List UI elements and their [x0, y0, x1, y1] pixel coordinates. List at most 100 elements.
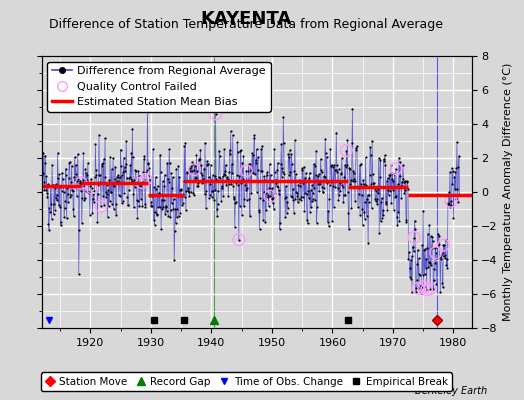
Point: [113, 174, 122, 180]
Point: [135, 203, 144, 210]
Point: [91, 174, 99, 181]
Point: [214, 188, 222, 194]
Point: [87, 179, 95, 186]
Point: [90, 188, 99, 194]
Point: [177, 186, 185, 193]
Point: [454, 199, 462, 205]
Point: [200, 191, 209, 197]
Point: [418, 284, 426, 290]
Point: [356, 160, 365, 167]
Point: [234, 182, 243, 188]
Point: [132, 178, 140, 185]
Point: [97, 163, 106, 170]
Point: [140, 156, 148, 162]
Point: [379, 156, 388, 162]
Point: [230, 194, 238, 200]
Point: [318, 184, 326, 190]
Point: [331, 183, 340, 190]
Point: [196, 146, 205, 153]
Point: [77, 188, 85, 194]
Point: [268, 184, 276, 191]
Point: [205, 195, 213, 201]
Point: [96, 172, 104, 179]
Point: [64, 174, 73, 181]
Point: [291, 196, 300, 202]
Point: [227, 181, 235, 187]
Point: [93, 218, 102, 225]
Point: [211, 187, 220, 193]
Point: [64, 198, 72, 205]
Point: [350, 168, 358, 174]
Point: [133, 214, 141, 221]
Point: [255, 226, 264, 232]
Point: [252, 160, 260, 166]
Point: [140, 153, 149, 160]
Point: [364, 240, 372, 246]
Point: [197, 162, 205, 168]
Point: [219, 173, 227, 180]
Point: [267, 187, 275, 193]
Point: [123, 174, 131, 181]
Point: [194, 179, 202, 186]
Point: [269, 194, 277, 201]
Point: [115, 178, 123, 185]
Point: [53, 150, 62, 156]
Point: [163, 160, 171, 167]
Point: [372, 198, 380, 204]
Point: [427, 233, 435, 240]
Point: [53, 197, 61, 203]
Point: [260, 177, 269, 184]
Point: [320, 185, 329, 191]
Point: [410, 218, 419, 224]
Point: [383, 206, 391, 213]
Point: [391, 184, 399, 191]
Point: [67, 178, 75, 185]
Point: [72, 162, 80, 168]
Point: [298, 167, 306, 173]
Point: [57, 222, 65, 228]
Point: [372, 188, 380, 194]
Point: [315, 188, 323, 194]
Point: [341, 192, 350, 198]
Point: [385, 192, 393, 198]
Point: [204, 161, 212, 167]
Point: [234, 149, 242, 156]
Point: [219, 193, 227, 200]
Point: [225, 147, 234, 153]
Point: [253, 146, 261, 152]
Point: [67, 192, 75, 198]
Point: [259, 216, 267, 223]
Point: [336, 171, 345, 177]
Point: [368, 171, 377, 178]
Point: [433, 255, 441, 261]
Point: [107, 166, 116, 173]
Point: [168, 200, 176, 206]
Point: [337, 169, 345, 176]
Point: [283, 199, 291, 205]
Point: [421, 265, 430, 271]
Point: [407, 276, 415, 282]
Point: [428, 245, 436, 251]
Y-axis label: Monthly Temperature Anomaly Difference (°C): Monthly Temperature Anomaly Difference (…: [504, 63, 514, 321]
Point: [60, 205, 69, 211]
Point: [454, 164, 463, 171]
Point: [84, 160, 92, 166]
Point: [369, 183, 378, 190]
Point: [72, 170, 81, 177]
Point: [400, 190, 409, 196]
Point: [88, 185, 96, 191]
Point: [453, 186, 462, 192]
Point: [74, 176, 82, 182]
Point: [447, 198, 455, 204]
Point: [125, 175, 134, 182]
Point: [198, 180, 206, 186]
Point: [52, 194, 60, 201]
Point: [280, 171, 289, 177]
Point: [390, 207, 398, 214]
Point: [446, 169, 454, 175]
Point: [230, 196, 238, 202]
Point: [116, 146, 125, 153]
Point: [353, 143, 361, 149]
Point: [220, 146, 228, 152]
Point: [245, 196, 254, 202]
